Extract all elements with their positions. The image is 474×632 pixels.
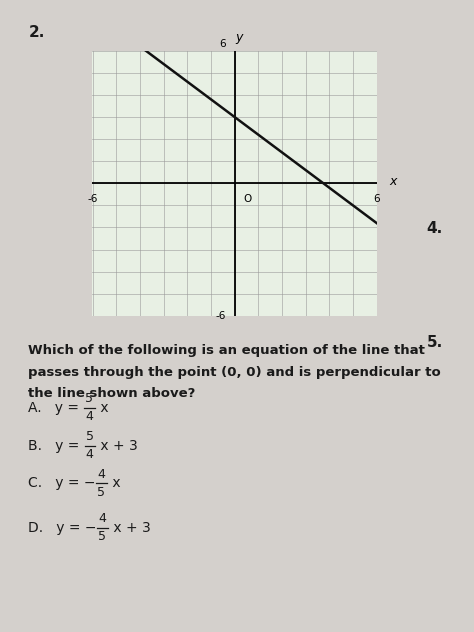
Text: Which of the following is an equation of the line that: Which of the following is an equation of… [28,344,425,358]
Text: 2.: 2. [28,25,45,40]
Text: 4: 4 [85,410,93,423]
Text: 5: 5 [85,392,93,405]
Text: 5: 5 [99,530,106,543]
Text: x: x [96,401,109,415]
Text: -6: -6 [88,194,98,204]
Text: x + 3: x + 3 [109,521,151,535]
Text: x + 3: x + 3 [96,439,138,453]
Text: x: x [108,477,121,490]
Text: B.   y =: B. y = [28,439,84,453]
Text: 4: 4 [99,513,106,525]
Text: 5: 5 [97,486,105,499]
Text: A.   y =: A. y = [28,401,84,415]
Text: 4.: 4. [427,221,443,236]
Text: 5.: 5. [427,335,443,350]
Text: 6: 6 [220,39,227,49]
Text: 6: 6 [374,194,380,204]
Text: the line shown above?: the line shown above? [28,387,196,401]
Text: 4: 4 [97,468,105,481]
Text: D.   y = −: D. y = − [28,521,97,535]
Text: passes through the point (0, 0) and is perpendicular to: passes through the point (0, 0) and is p… [28,366,441,379]
Text: 4: 4 [86,448,93,461]
Text: O: O [243,194,251,204]
Text: -6: -6 [216,311,227,321]
Text: 5: 5 [86,430,93,443]
Text: x: x [390,174,397,188]
Text: y: y [236,31,243,44]
Text: C.   y = −: C. y = − [28,477,96,490]
